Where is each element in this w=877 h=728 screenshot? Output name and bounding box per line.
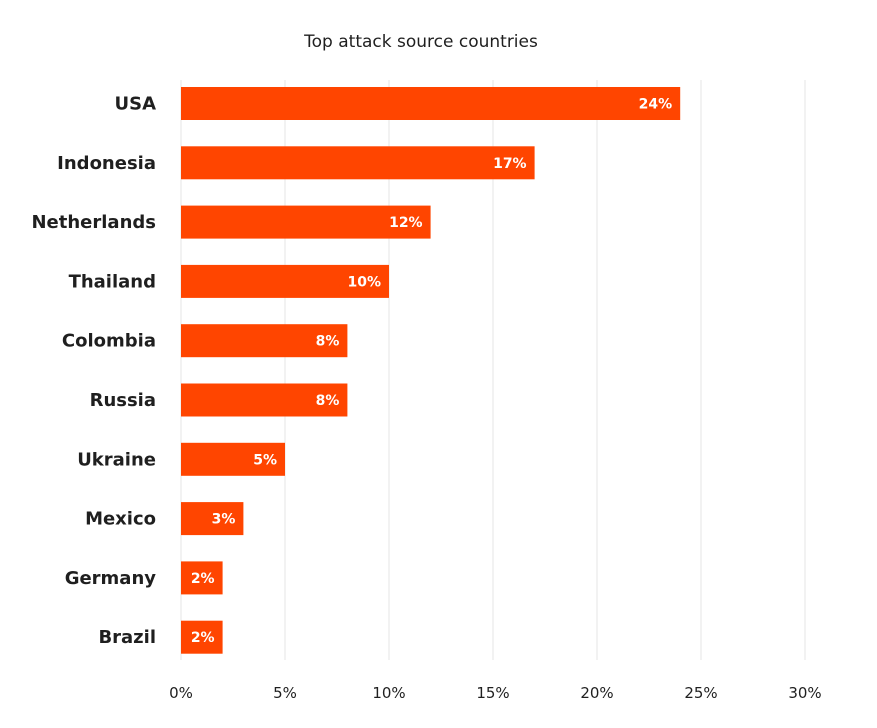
- x-tick-label: 25%: [684, 684, 717, 702]
- x-axis-ticks: 0% 5% 10% 15% 20% 25% 30%: [169, 684, 822, 702]
- bar-value-label: 12%: [389, 215, 423, 231]
- category-label: Netherlands: [31, 212, 156, 233]
- bar: [181, 561, 223, 595]
- bar-value-label: 5%: [253, 452, 277, 468]
- bar: [181, 87, 681, 120]
- x-tick-label: 0%: [169, 684, 193, 702]
- category-label: USA: [114, 94, 156, 115]
- bar-value-label: 10%: [347, 274, 381, 290]
- category-label: Thailand: [69, 271, 156, 292]
- bar: [181, 383, 348, 417]
- category-label: Brazil: [98, 627, 156, 648]
- x-tick-label: 5%: [273, 684, 297, 702]
- bar-value-label: 24%: [639, 97, 673, 113]
- x-tick-label: 30%: [788, 684, 821, 702]
- bar: [181, 324, 348, 358]
- category-label: Russia: [90, 390, 156, 411]
- bar: [181, 264, 389, 298]
- chart-title: Top attack source countries: [303, 32, 538, 52]
- bar-value-label: 2%: [191, 630, 215, 646]
- category-label: Mexico: [85, 509, 156, 530]
- bar: [181, 146, 535, 180]
- category-label: Germany: [65, 568, 157, 589]
- bars: 24% 17% 12% 10% 8% 8% 5% 3% 2% 2%: [181, 87, 681, 654]
- bar-value-label: 8%: [316, 393, 340, 409]
- category-labels: USA Indonesia Netherlands Thailand Colombia R…: [31, 94, 156, 649]
- category-label: Ukraine: [77, 449, 156, 470]
- bar-value-label: 2%: [191, 571, 215, 587]
- bar: [181, 620, 223, 654]
- x-tick-label: 10%: [372, 684, 405, 702]
- bar: [181, 502, 244, 536]
- bar: [181, 442, 285, 476]
- x-tick-label: 15%: [476, 684, 509, 702]
- bar-value-label: 3%: [212, 512, 236, 528]
- bar-value-label: 8%: [316, 334, 340, 350]
- category-label: Indonesia: [57, 153, 156, 174]
- category-label: Colombia: [62, 331, 156, 352]
- bar-value-label: 17%: [493, 156, 527, 172]
- bar: [181, 205, 431, 239]
- x-tick-label: 20%: [580, 684, 613, 702]
